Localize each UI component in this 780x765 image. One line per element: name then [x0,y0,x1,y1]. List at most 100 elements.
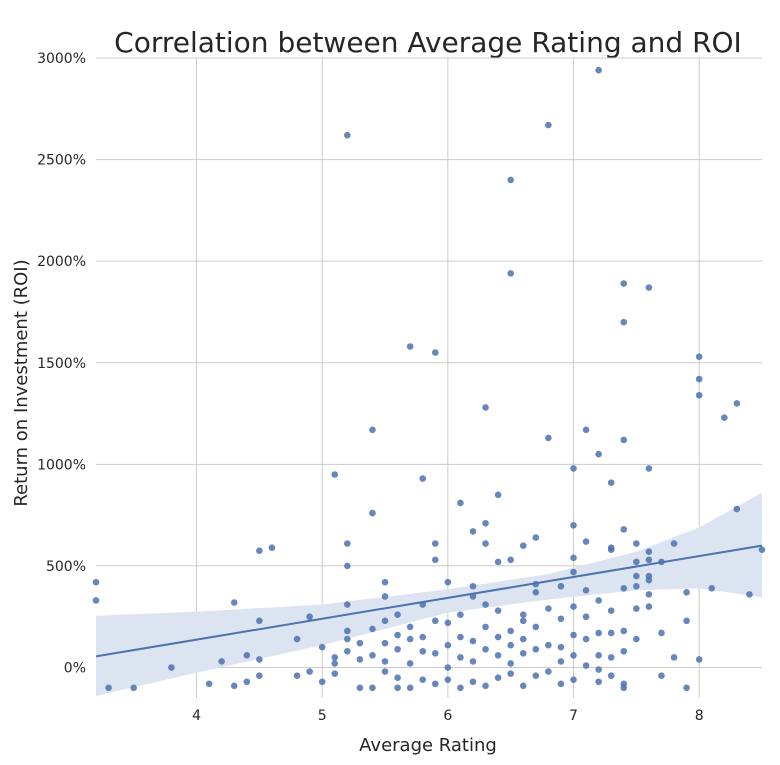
data-point [469,678,477,686]
data-point [570,465,577,472]
data-point [394,674,401,681]
x-tick-label: 7 [569,708,578,724]
data-point [431,680,439,688]
y-tick-label: 2500% [37,153,86,169]
data-point [369,509,376,517]
data-point [457,684,464,692]
data-point [230,682,238,690]
data-point [545,668,552,675]
data-point [394,645,401,653]
data-point [494,652,502,659]
data-point [519,611,527,618]
data-point [381,617,389,625]
data-point [356,656,364,663]
data-point [369,625,376,633]
data-point [708,584,716,592]
data-point [633,572,640,580]
data-point [331,660,339,667]
data-point [570,676,577,684]
data-point [582,613,590,621]
data-point [557,680,565,688]
data-point [595,450,602,458]
data-point [645,556,653,564]
data-point [394,631,401,639]
data-point [645,591,653,598]
data-point [381,639,389,647]
data-point [582,587,590,594]
data-point [557,658,565,665]
data-point [557,615,565,623]
data-point [457,499,464,507]
data-point [105,684,112,692]
data-point [507,670,514,677]
data-point [695,375,703,383]
y-tick-label: 3000% [37,51,86,67]
data-point [582,538,590,545]
data-point [293,672,301,679]
data-point [457,654,464,661]
data-point [633,605,640,612]
data-point [570,568,577,576]
data-point [482,404,489,411]
data-point [494,607,502,614]
data-point [406,635,414,643]
data-point [507,660,514,667]
data-point [519,542,527,549]
data-point [243,652,251,659]
data-point [331,654,339,661]
data-point [695,391,703,399]
data-point [620,526,628,533]
data-point [444,664,452,671]
data-point [494,633,502,641]
data-point [482,540,489,547]
data-point [394,684,401,692]
data-point [431,349,439,356]
data-point [595,597,602,604]
data-point [482,519,489,527]
data-point [507,270,514,277]
data-point [733,505,741,513]
data-point [344,647,351,655]
data-point [256,656,263,663]
data-point [431,540,439,547]
data-point [683,617,690,625]
data-point [607,654,615,661]
data-point [633,558,640,566]
data-point [469,582,477,590]
data-point [444,676,452,684]
data-point [570,631,577,639]
data-point [595,666,602,673]
data-point [457,633,464,641]
tick-labels: 4 5 6 7 8 0% 500% 1000% 1500% 2000% 2500% 3000% [37,51,704,724]
data-point [746,591,753,598]
data-point [431,650,439,657]
y-tick-label: 1000% [37,457,86,473]
data-point [620,436,628,444]
data-point [507,176,514,184]
data-point [595,629,602,637]
data-point [406,623,414,631]
data-point [256,672,263,679]
data-point [721,414,728,421]
data-point [532,645,540,653]
confidence-band-layer [96,492,762,696]
data-point [645,284,653,291]
data-point [482,645,489,653]
data-point [607,629,615,637]
data-point [519,617,527,625]
data-point [695,656,703,663]
data-point [130,684,137,692]
data-point [620,647,628,655]
data-point [256,547,263,554]
data-point [519,650,527,657]
y-axis-label: Return on Investment (ROI) [11,259,32,506]
data-point [306,613,313,621]
data-point [381,668,389,675]
data-point [482,623,489,631]
data-point [545,605,552,612]
data-point [482,682,489,690]
data-points [92,66,766,692]
data-point [582,635,590,643]
data-point [344,131,351,139]
data-point [683,684,690,692]
